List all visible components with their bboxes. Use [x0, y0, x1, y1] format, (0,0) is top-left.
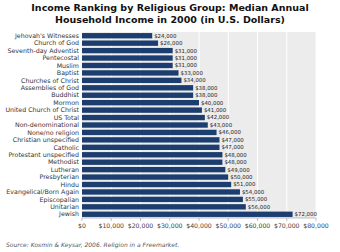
bar [82, 174, 228, 179]
data-label: $56,000 [248, 204, 271, 210]
tick-mark [257, 218, 258, 221]
data-label: $38,000 [195, 85, 218, 91]
bar [82, 78, 181, 83]
data-label: $31,000 [175, 48, 198, 54]
bar [82, 63, 173, 68]
data-label: $26,000 [160, 40, 183, 46]
grid-line [316, 32, 317, 218]
bar [82, 145, 219, 150]
category-label: Church of God [34, 39, 79, 46]
category-label: US Total [54, 114, 80, 121]
tick-label: $70,000 [274, 222, 300, 229]
bar [82, 212, 293, 217]
bar [82, 167, 225, 172]
category-label: Pentecostal [43, 54, 80, 61]
tick-label: $40,000 [186, 222, 212, 229]
bar [82, 40, 158, 45]
bar [82, 85, 193, 90]
bar [82, 160, 222, 165]
bar [82, 130, 217, 135]
labels: $24,000Jehovah's Witnesses$26,000Church … [5, 32, 317, 219]
category-label: Churches of Christ [21, 77, 80, 84]
data-label: $31,000 [175, 62, 198, 68]
category-label: Hindu [61, 181, 79, 188]
tick-label: $30,000 [157, 222, 183, 229]
title-line: Household Income in 2000 (in U.S. Dollar… [55, 14, 285, 25]
data-label: $38,000 [195, 92, 218, 98]
data-label: $40,000 [201, 100, 224, 106]
data-label: $72,000 [295, 211, 318, 217]
data-label: $34,000 [183, 77, 206, 83]
tick-mark [286, 218, 287, 221]
chart: Income Ranking by Religious Group: Media… [0, 0, 340, 252]
bar [82, 122, 208, 127]
bar [82, 204, 246, 209]
tick-mark [111, 218, 112, 221]
data-label: $24,000 [154, 33, 177, 39]
data-label: $43,000 [210, 122, 233, 128]
data-label: $47,000 [221, 137, 244, 143]
tick-label: $10,000 [98, 222, 124, 229]
bar [82, 100, 199, 105]
tick-label: $60,000 [245, 222, 271, 229]
data-label: $55,000 [245, 196, 268, 202]
bar [82, 48, 173, 53]
tick-label: $50,000 [215, 222, 241, 229]
annotation: Source: Kosmin & Keysar, 2006. Religion … [6, 241, 179, 249]
data-label: $41,000 [204, 107, 227, 113]
category-label: Catholic [53, 144, 79, 151]
data-label: $48,000 [224, 159, 247, 165]
data-label: $49,000 [227, 167, 250, 173]
data-label: $33,000 [181, 70, 204, 76]
bar [82, 70, 179, 75]
bar [82, 189, 240, 194]
plot-background [82, 32, 316, 218]
title-line: Income Ranking by Religious Group: Media… [31, 2, 308, 13]
bar [82, 33, 152, 38]
category-label: Non-denominational [15, 121, 79, 128]
data-label: $46,000 [219, 129, 242, 135]
tick-mark [169, 218, 170, 221]
bar [82, 107, 202, 112]
tick-mark [316, 218, 317, 221]
data-label: $48,000 [224, 152, 247, 158]
bars [82, 33, 293, 217]
category-label: Jewish [58, 210, 79, 218]
tick-mark [199, 218, 200, 221]
data-label: $42,000 [207, 114, 230, 120]
category-label: Methodist [48, 158, 80, 165]
grid-line [286, 32, 287, 218]
data-label: $50,000 [230, 174, 253, 180]
data-label: $31,000 [175, 55, 198, 61]
category-label: Muslim [57, 62, 79, 69]
tick-label: $0 [78, 222, 86, 229]
title: Income Ranking by Religious Group: Media… [31, 2, 308, 25]
bar [82, 137, 219, 142]
data-label: $47,000 [221, 144, 244, 150]
category-label: Assemblies of God [21, 84, 79, 91]
bar [82, 55, 173, 60]
bar [82, 197, 243, 202]
data-label: $54,000 [242, 189, 265, 195]
category-label: Lutheran [51, 166, 79, 173]
tick-mark [228, 218, 229, 221]
x-axis-line [82, 218, 316, 219]
data-label: $51,000 [233, 181, 256, 187]
category-label: Buddhist [51, 91, 79, 98]
category-label: Mormon [53, 99, 79, 106]
category-label: United Church of Christ [5, 106, 79, 113]
category-label: Unitarian [50, 203, 79, 210]
tick-mark [82, 218, 83, 221]
bar [82, 182, 231, 187]
tick-label: $80,000 [303, 222, 329, 229]
bar [82, 152, 222, 157]
tick-mark [140, 218, 141, 221]
bar [82, 115, 205, 120]
bar [82, 93, 193, 98]
tick-label: $20,000 [128, 222, 154, 229]
